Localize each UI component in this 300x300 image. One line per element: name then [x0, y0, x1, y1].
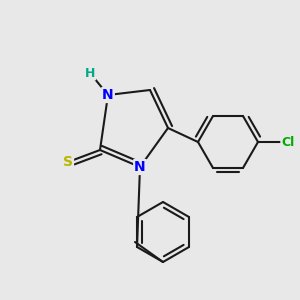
Text: H: H — [85, 67, 95, 80]
Text: S: S — [63, 155, 73, 169]
Text: N: N — [102, 88, 114, 102]
Text: N: N — [134, 160, 146, 174]
Text: Cl: Cl — [281, 136, 295, 148]
